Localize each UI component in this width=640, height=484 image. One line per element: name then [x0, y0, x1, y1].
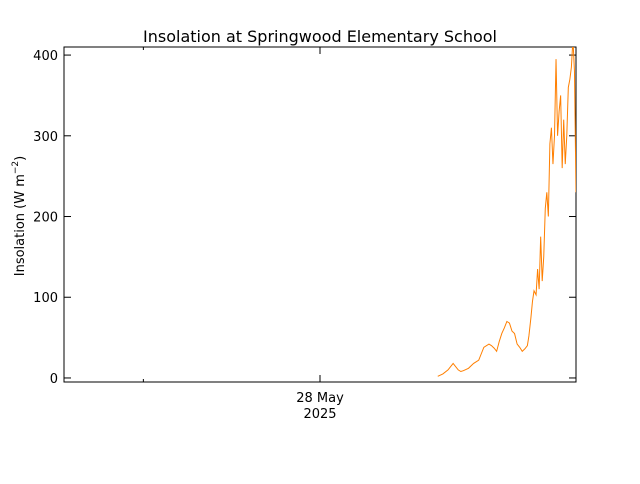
y-tick-label: 400 [33, 49, 58, 64]
y-axis-label-close: ) [13, 156, 28, 161]
y-axis-label-text: Insolation (W m [13, 174, 28, 276]
plot-frame [63, 46, 577, 383]
y-axis-ticks: 0 100 200 300 400 [33, 49, 576, 387]
y-tick-label: 0 [50, 372, 58, 387]
y-axis-label-exponent: −2 [11, 161, 21, 174]
y-tick-label: 100 [33, 291, 58, 306]
chart-title: Insolation at Springwood Elementary Scho… [143, 27, 497, 46]
series-line [437, 47, 576, 377]
y-tick-label: 200 [33, 211, 58, 226]
x-tick-label-year: 2025 [303, 407, 336, 422]
y-axis-label: Insolation (W m−2) [11, 156, 28, 277]
svg-text:Insolation (W m−2): Insolation (W m−2) [11, 156, 28, 277]
series-layer [437, 47, 576, 377]
x-tick-label-date: 28 May [296, 391, 344, 406]
y-tick-label: 300 [33, 130, 58, 145]
